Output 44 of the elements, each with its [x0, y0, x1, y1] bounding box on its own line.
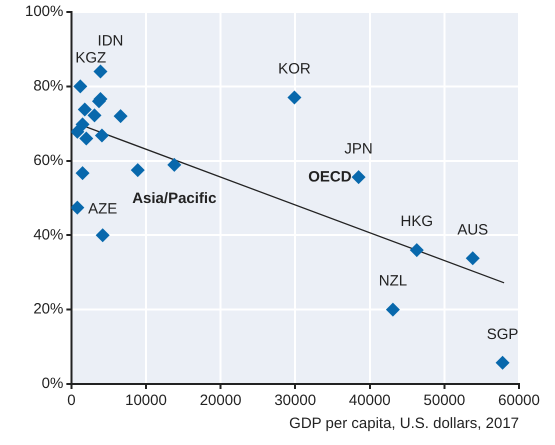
x-tick-label: 60000: [498, 392, 540, 410]
annotation: AUS: [457, 221, 488, 238]
point: [496, 356, 510, 370]
annotation: Asia/Pacific: [132, 190, 216, 208]
x-tick-label: 10000: [125, 392, 167, 410]
annotation: JPN: [344, 140, 373, 158]
annotation: IDN: [98, 32, 124, 50]
point: [78, 102, 92, 116]
y-tick-label: 20%: [33, 300, 64, 318]
annotation: HKG: [400, 213, 434, 230]
point: [386, 302, 400, 317]
point: [87, 108, 102, 122]
annotation: NZL: [378, 272, 408, 290]
point: [352, 170, 366, 184]
point: [466, 251, 480, 266]
annotation: OECD: [308, 168, 352, 186]
annotation: AZE: [88, 200, 118, 218]
point: [94, 128, 109, 143]
point: [96, 228, 110, 242]
x-tick-label: 0: [67, 392, 76, 410]
x-tick-label: 40000: [348, 392, 391, 410]
x-axis-title: GDP per capita, U.S. dollars, 2017: [289, 415, 519, 432]
x-tick-label: 50000: [424, 392, 466, 410]
y-tick-label: 100%: [24, 3, 64, 20]
point: [114, 109, 128, 124]
y-tick-label: 60%: [33, 152, 64, 169]
point: [73, 79, 88, 94]
point: [71, 124, 84, 139]
x-tick-label: 20000: [200, 392, 242, 410]
point: [93, 64, 108, 79]
y-tick-label: 0%: [42, 375, 64, 392]
annotation: KOR: [278, 60, 311, 78]
point: [410, 243, 424, 258]
point: [167, 158, 182, 172]
y-tick-label: 40%: [33, 226, 64, 244]
y-tick-label: 80%: [33, 78, 64, 95]
annotation: SGP: [486, 326, 518, 343]
point: [79, 131, 94, 146]
x-tick-label: 30000: [274, 392, 316, 410]
point: [76, 166, 90, 180]
point: [130, 163, 145, 178]
point: [71, 200, 84, 215]
annotation: KGZ: [75, 50, 106, 67]
point: [287, 90, 302, 105]
